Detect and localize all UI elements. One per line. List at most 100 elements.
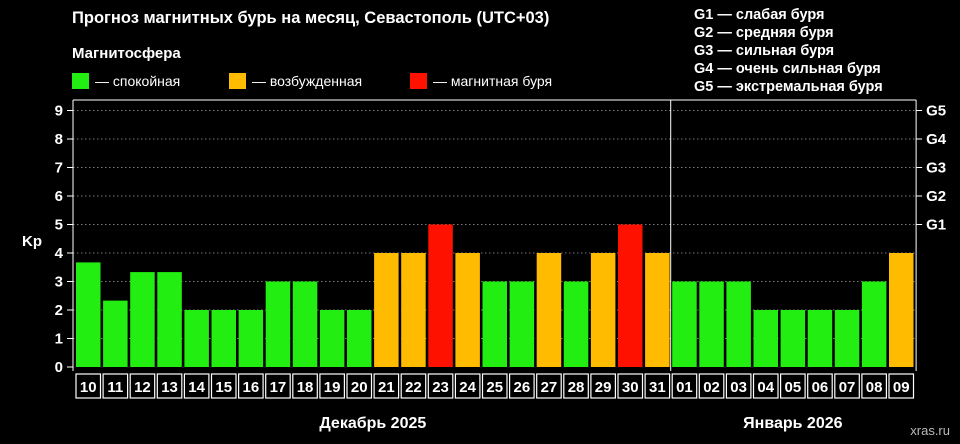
day-cell-24 [454, 373, 481, 399]
storm-level-g3: G3 — сильная буря [694, 43, 835, 59]
bar-31 [645, 253, 670, 367]
bar-27 [536, 253, 562, 367]
storm-level-g4: G4 — очень сильная буря [694, 61, 881, 77]
bar-03 [726, 281, 751, 367]
day-cell-30 [617, 373, 644, 399]
day-label-04: 04 [757, 379, 774, 396]
day-cell-28 [563, 373, 589, 399]
bar-19 [319, 310, 345, 367]
day-label-06: 06 [812, 379, 829, 396]
day-cell-13 [156, 373, 183, 399]
bar-10 [76, 262, 101, 367]
bar-08 [861, 281, 887, 367]
day-cell-06 [807, 373, 833, 399]
bar-18 [292, 281, 318, 367]
day-label-09: 09 [893, 379, 910, 396]
day-cell-22 [400, 373, 427, 399]
storm-tick-label: G4 [926, 131, 947, 148]
bar-12 [130, 272, 155, 367]
storm-tick-label: G2 [926, 188, 946, 205]
bar-30 [618, 224, 643, 367]
day-label-24: 24 [459, 379, 476, 396]
day-cell-14 [183, 373, 210, 399]
y-tick-label: 2 [55, 302, 63, 319]
watermark: xras.ru [910, 423, 950, 438]
day-label-28: 28 [568, 379, 585, 396]
bar-07 [834, 310, 860, 367]
day-label-11: 11 [107, 379, 123, 396]
day-cell-31 [644, 373, 671, 399]
day-cell-12 [129, 373, 156, 399]
y-tick-label: 1 [55, 331, 63, 348]
y-tick-label: 9 [55, 103, 63, 120]
day-label-29: 29 [595, 379, 612, 396]
day-cell-23 [427, 373, 454, 399]
day-cell-03 [725, 373, 752, 399]
y-tick-label: 4 [55, 245, 64, 262]
day-label-23: 23 [432, 379, 449, 396]
day-label-01: 01 [676, 379, 693, 396]
day-cell-10 [75, 373, 102, 399]
day-label-13: 13 [161, 379, 178, 396]
bar-25 [482, 281, 507, 367]
day-cell-04 [752, 373, 779, 399]
storm-level-legend: G1 — слабая буря G2 — средняя буря G3 — … [694, 6, 883, 96]
y-tick-label: 8 [55, 131, 63, 148]
bar-15 [211, 310, 236, 367]
bar-05 [780, 310, 806, 367]
legend-label-excited: — возбужденная [252, 73, 363, 89]
month-label-2: Январь 2026 [743, 415, 842, 432]
bar-13 [157, 272, 182, 367]
day-label-30: 30 [622, 379, 639, 396]
month-label-1: Декабрь 2025 [319, 415, 426, 432]
day-cell-02 [698, 373, 725, 399]
storm-tick-label: G1 [926, 217, 946, 234]
bar-20 [347, 310, 372, 367]
y-tick-label: 6 [55, 188, 63, 205]
bar-02 [699, 281, 724, 367]
day-label-21: 21 [378, 379, 395, 396]
day-cell-11 [102, 373, 129, 399]
legend-swatch-excited [229, 73, 246, 89]
bar-09 [889, 253, 914, 367]
day-label-19: 19 [324, 379, 341, 396]
day-cell-20 [346, 373, 373, 399]
day-cell-25 [481, 373, 508, 399]
y-tick-label: 5 [55, 217, 63, 234]
legend-item-excited: — возбужденная [229, 72, 362, 90]
day-label-14: 14 [188, 379, 205, 396]
legend-label-calm: — спокойная [95, 73, 181, 89]
day-label-25: 25 [486, 379, 503, 396]
day-label-02: 02 [703, 379, 720, 396]
storm-level-g5: G5 — экстремальная буря [694, 79, 883, 95]
y-tick-label: 3 [55, 274, 63, 291]
bar-22 [401, 253, 426, 367]
day-label-08: 08 [866, 379, 883, 396]
bar-21 [374, 253, 399, 367]
day-label-16: 16 [243, 379, 260, 396]
day-label-18: 18 [297, 379, 314, 396]
day-label-22: 22 [405, 379, 422, 396]
day-label-15: 15 [215, 379, 232, 396]
bar-29 [590, 253, 616, 367]
bar-23 [428, 224, 453, 367]
bar-28 [563, 281, 589, 367]
legend-label-storm: — магнитная буря [433, 73, 553, 89]
y-axis-label: Kp [22, 233, 42, 250]
day-label-07: 07 [839, 379, 856, 396]
day-cell-16 [238, 373, 264, 399]
day-cell-19 [319, 373, 345, 399]
bar-16 [238, 310, 264, 367]
legend-item-storm: — магнитная буря [410, 72, 552, 90]
legend-swatch-storm [410, 73, 427, 89]
day-cell-26 [509, 373, 535, 399]
day-cell-21 [373, 373, 400, 399]
day-label-05: 05 [785, 379, 802, 396]
bar-06 [807, 310, 833, 367]
day-cell-07 [834, 373, 860, 399]
chart-subtitle: Магнитосфера [72, 45, 181, 62]
storm-tick-label: G3 [926, 160, 946, 177]
day-cell-01 [671, 373, 698, 399]
day-label-03: 03 [730, 379, 747, 396]
day-label-26: 26 [514, 379, 531, 396]
